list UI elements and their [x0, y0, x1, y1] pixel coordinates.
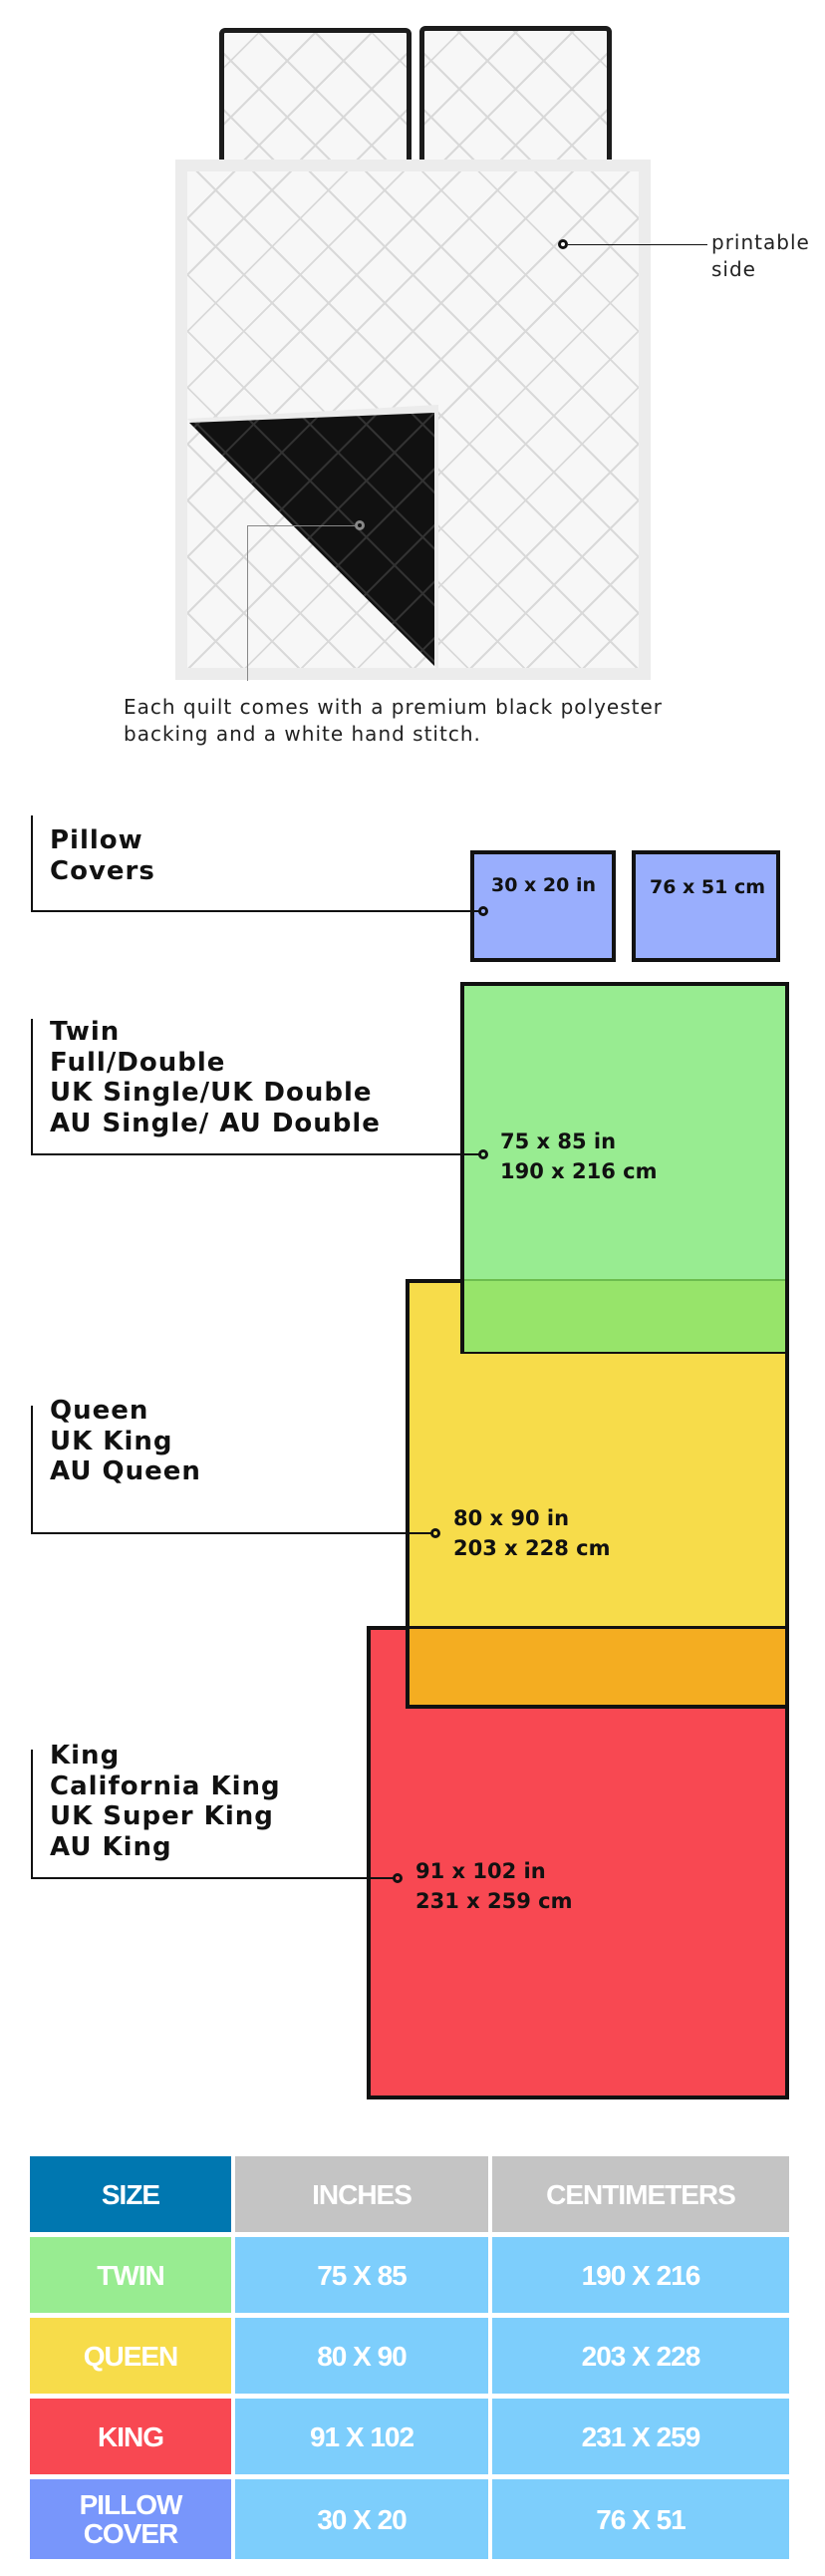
size-cell: PILLOW COVER: [30, 2479, 231, 2559]
label-line: Twin: [50, 1017, 121, 1047]
king-inches: 91 x 102 in: [415, 1859, 546, 1883]
label-line: UK Super King: [50, 1801, 274, 1831]
table-row: QUEEN 80 X 90 203 X 228: [30, 2318, 789, 2394]
twin-inches: 75 x 85 in: [500, 1129, 617, 1153]
caption-line: Each quilt comes with a premium black po…: [124, 695, 664, 719]
pillow-inches: 30 x 20 in: [491, 874, 597, 896]
pillow-bracket-h: [31, 910, 479, 912]
header-inches: INCHES: [235, 2156, 488, 2232]
king-cm: 231 x 259 cm: [415, 1889, 573, 1913]
king-bracket-v: [31, 1750, 33, 1879]
label-line: UK King: [50, 1426, 173, 1456]
size-cell: QUEEN: [30, 2318, 231, 2394]
inches-cell: 75 X 85: [235, 2237, 488, 2313]
size-line: PILLOW: [79, 2489, 183, 2520]
queen-inches: 80 x 90 in: [453, 1506, 570, 1530]
size-cell: TWIN: [30, 2237, 231, 2313]
label-line: side: [711, 257, 756, 281]
pillow-right-image: [419, 26, 612, 170]
cm-cell: 203 X 228: [492, 2318, 789, 2394]
queen-marker: [430, 1528, 440, 1538]
header-centimeters: CENTIMETERS: [492, 2156, 789, 2232]
backing-caption: Each quilt comes with a premium black po…: [124, 694, 663, 748]
king-label: King California King UK Super King AU Ki…: [50, 1741, 281, 1862]
pillow-left-image: [219, 28, 412, 170]
cm-cell: 190 X 216: [492, 2237, 789, 2313]
twin-bracket-h: [31, 1153, 479, 1155]
twin-bracket-v: [31, 1019, 33, 1155]
table-row: TWIN 75 X 85 190 X 216: [30, 2237, 789, 2313]
cm-cell: 76 X 51: [492, 2479, 789, 2559]
king-bracket-h: [31, 1877, 394, 1879]
caption-line: backing and a white hand stitch.: [124, 722, 481, 746]
label-line: UK Single/UK Double: [50, 1078, 373, 1108]
backing-marker: [355, 520, 365, 530]
header-size: SIZE: [30, 2156, 231, 2232]
label-line: printable: [711, 230, 810, 254]
table-header-row: SIZE INCHES CENTIMETERS: [30, 2156, 789, 2232]
pillow-bracket-v: [31, 815, 33, 912]
cm-cell: 231 X 259: [492, 2399, 789, 2474]
label-line: King: [50, 1741, 121, 1771]
printable-side-line: [568, 244, 707, 245]
label-line: AU King: [50, 1831, 172, 1862]
table-row: KING 91 X 102 231 X 259: [30, 2399, 789, 2474]
inches-cell: 80 X 90: [235, 2318, 488, 2394]
queen-cm: 203 x 228 cm: [453, 1536, 611, 1560]
backing-line-v: [247, 525, 248, 681]
king-dimensions: 91 x 102 in 231 x 259 cm: [415, 1856, 572, 1916]
inches-cell: 91 X 102: [235, 2399, 488, 2474]
pillow-inches-box: [470, 850, 616, 962]
label-line: AU Queen: [50, 1456, 201, 1486]
label-line: AU Single/ AU Double: [50, 1108, 381, 1138]
pillow-cm: 76 x 51 cm: [650, 876, 766, 898]
label-line: Pillow: [50, 825, 143, 855]
label-line: California King: [50, 1771, 281, 1801]
queen-dimensions: 80 x 90 in 203 x 228 cm: [453, 1503, 610, 1563]
label-line: Covers: [50, 855, 155, 886]
printable-side-label: printable side: [711, 229, 810, 283]
twin-dimensions: 75 x 85 in 190 x 216 cm: [500, 1127, 657, 1186]
pillow-label: Pillow Covers: [50, 825, 155, 886]
inches-cell: 30 X 20: [235, 2479, 488, 2559]
twin-cm: 190 x 216 cm: [500, 1159, 658, 1183]
twin-marker: [478, 1149, 488, 1159]
queen-bracket-h: [31, 1532, 431, 1534]
label-line: Full/Double: [50, 1047, 226, 1078]
black-backing-fold: [187, 405, 438, 670]
pillow-marker: [478, 906, 488, 916]
twin-label: Twin Full/Double UK Single/UK Double AU …: [50, 1017, 381, 1138]
printable-side-marker: [558, 239, 568, 249]
king-marker: [393, 1873, 403, 1883]
pillow-cm-box: [632, 850, 780, 962]
size-line: COVER: [83, 2518, 179, 2549]
twin-queen-overlap: [464, 1279, 785, 1352]
size-cell: KING: [30, 2399, 231, 2474]
label-line: Queen: [50, 1396, 149, 1426]
queen-king-overlap: [410, 1626, 785, 1705]
queen-label: Queen UK King AU Queen: [50, 1396, 201, 1487]
table-row: PILLOW COVER 30 X 20 76 X 51: [30, 2479, 789, 2559]
backing-line-h: [247, 525, 355, 526]
size-table: SIZE INCHES CENTIMETERS TWIN 75 X 85 190…: [26, 2151, 793, 2564]
queen-bracket-v: [31, 1406, 33, 1534]
